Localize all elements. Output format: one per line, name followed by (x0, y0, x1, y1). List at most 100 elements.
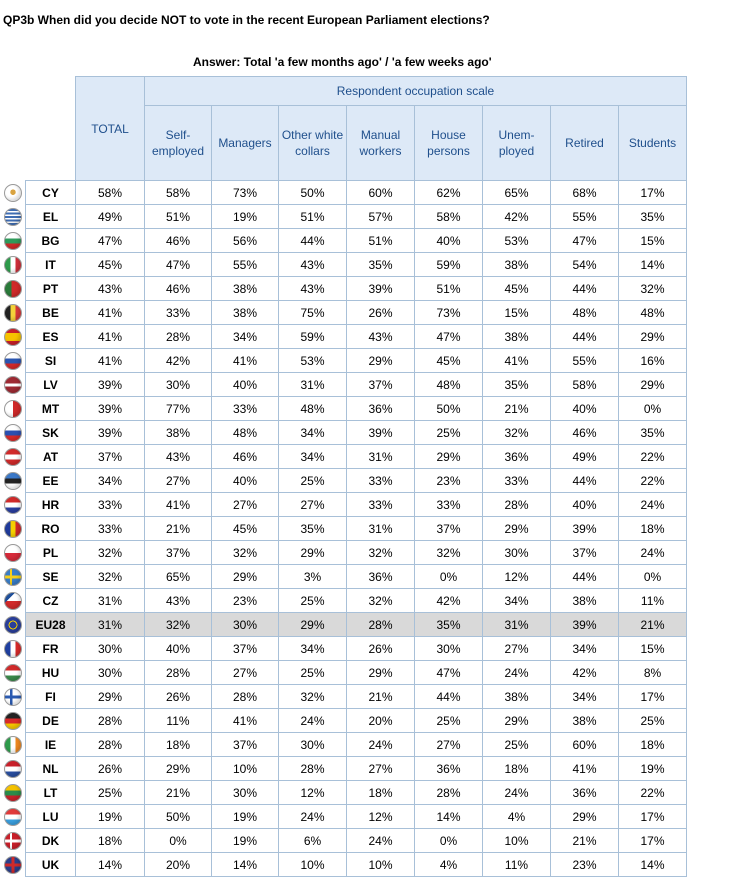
value-cell: 27% (414, 732, 483, 757)
value-cell: 21% (618, 612, 687, 637)
country-code: IE (25, 732, 76, 757)
value-cell: 26% (144, 684, 212, 709)
value-cell: 38% (550, 708, 619, 733)
value-cell: 44% (414, 684, 483, 709)
value-cell: 40% (550, 396, 619, 421)
value-cell: 17% (618, 180, 687, 205)
value-cell: 11% (482, 852, 551, 877)
value-cell: 26% (346, 300, 415, 325)
column-header: Retired (550, 105, 619, 181)
value-cell: 10% (346, 852, 415, 877)
country-code: DK (25, 828, 76, 853)
value-cell: 25% (414, 708, 483, 733)
value-cell: 29% (482, 708, 551, 733)
it-flag-icon (4, 255, 22, 274)
value-cell: 28% (144, 660, 212, 685)
value-cell: 10% (278, 852, 347, 877)
value-cell: 38% (550, 588, 619, 613)
value-cell: 41% (482, 348, 551, 373)
value-cell: 37% (211, 636, 279, 661)
table-row: LU 19% 50% 19% 24% 12% 14% 4% 29% 17% (3, 804, 687, 829)
value-cell: 24% (618, 492, 687, 517)
country-code: LV (25, 372, 76, 397)
value-cell: 25% (482, 732, 551, 757)
nl-flag-icon (4, 759, 22, 778)
eu-flag-icon (4, 615, 22, 634)
sk-flag-icon (4, 423, 22, 442)
se-flag-icon (4, 567, 22, 586)
country-code: LT (25, 780, 76, 805)
value-cell: 27% (482, 636, 551, 661)
value-cell: 0% (414, 828, 483, 853)
value-cell: 14% (618, 252, 687, 277)
value-cell: 14% (618, 852, 687, 877)
country-code: CZ (25, 588, 76, 613)
value-cell: 42% (550, 660, 619, 685)
value-cell: 28% (414, 780, 483, 805)
total-cell: 28% (75, 708, 145, 733)
value-cell: 18% (346, 780, 415, 805)
value-cell: 21% (482, 396, 551, 421)
value-cell: 27% (211, 492, 279, 517)
value-cell: 30% (144, 372, 212, 397)
value-cell: 24% (618, 540, 687, 565)
table-row: RO 33% 21% 45% 35% 31% 37% 29% 39% 18% (3, 516, 687, 541)
table-row: SE 32% 65% 29% 3% 36% 0% 12% 44% 0% (3, 564, 687, 589)
value-cell: 29% (346, 660, 415, 685)
fi-flag-icon (4, 687, 22, 706)
total-cell: 25% (75, 780, 145, 805)
value-cell: 32% (346, 588, 415, 613)
page-title: QP3b When did you decide NOT to vote in … (3, 13, 490, 27)
value-cell: 24% (482, 780, 551, 805)
occupation-scale-header: Respondent occupation scale (144, 76, 687, 106)
country-code: SE (25, 564, 76, 589)
country-code: FR (25, 636, 76, 661)
column-header: Self- employed (144, 105, 212, 181)
country-code: EL (25, 204, 76, 229)
country-code: HU (25, 660, 76, 685)
value-cell: 56% (211, 228, 279, 253)
total-cell: 18% (75, 828, 145, 853)
value-cell: 33% (346, 468, 415, 493)
lu-flag-icon (4, 807, 22, 826)
country-code: DE (25, 708, 76, 733)
total-cell: 28% (75, 732, 145, 757)
table-row: UK 14% 20% 14% 10% 10% 4% 11% 23% 14% (3, 852, 687, 877)
value-cell: 51% (346, 228, 415, 253)
value-cell: 41% (144, 492, 212, 517)
value-cell: 14% (211, 852, 279, 877)
value-cell: 10% (482, 828, 551, 853)
ro-flag-icon (4, 519, 22, 538)
value-cell: 29% (482, 516, 551, 541)
value-cell: 44% (550, 468, 619, 493)
value-cell: 44% (278, 228, 347, 253)
value-cell: 50% (144, 804, 212, 829)
value-cell: 33% (211, 396, 279, 421)
total-cell: 58% (75, 180, 145, 205)
table-row: LT 25% 21% 30% 12% 18% 28% 24% 36% 22% (3, 780, 687, 805)
value-cell: 22% (618, 444, 687, 469)
value-cell: 25% (414, 420, 483, 445)
value-cell: 43% (278, 276, 347, 301)
value-cell: 29% (278, 612, 347, 637)
table-row: IT 45% 47% 55% 43% 35% 59% 38% 54% 14% (3, 252, 687, 277)
value-cell: 35% (346, 252, 415, 277)
total-cell: 39% (75, 372, 145, 397)
value-cell: 20% (144, 852, 212, 877)
value-cell: 23% (550, 852, 619, 877)
value-cell: 40% (211, 468, 279, 493)
value-cell: 35% (278, 516, 347, 541)
value-cell: 30% (211, 780, 279, 805)
value-cell: 38% (144, 420, 212, 445)
total-cell: 31% (75, 588, 145, 613)
value-cell: 58% (144, 180, 212, 205)
total-cell: 39% (75, 420, 145, 445)
total-cell: 30% (75, 660, 145, 685)
value-cell: 25% (618, 708, 687, 733)
value-cell: 29% (618, 324, 687, 349)
value-cell: 42% (144, 348, 212, 373)
value-cell: 55% (550, 204, 619, 229)
at-flag-icon (4, 447, 22, 466)
country-code: EU28 (25, 612, 76, 637)
value-cell: 37% (346, 372, 415, 397)
